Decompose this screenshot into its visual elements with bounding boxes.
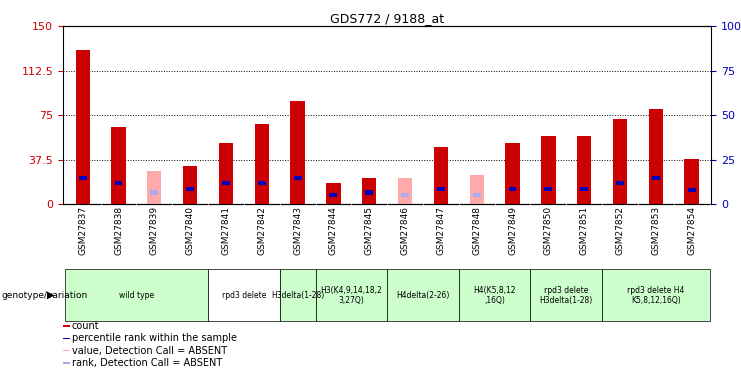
Bar xyxy=(63,362,70,364)
Bar xyxy=(258,181,266,185)
Text: GSM27846: GSM27846 xyxy=(401,206,410,255)
FancyBboxPatch shape xyxy=(208,269,279,321)
Text: GSM27839: GSM27839 xyxy=(150,206,159,255)
Text: count: count xyxy=(72,321,99,331)
Bar xyxy=(613,119,627,204)
FancyBboxPatch shape xyxy=(316,269,387,321)
Bar xyxy=(290,101,305,204)
Bar xyxy=(147,171,162,204)
Text: value, Detection Call = ABSENT: value, Detection Call = ABSENT xyxy=(72,346,227,355)
Bar xyxy=(362,178,376,204)
Bar xyxy=(577,135,591,204)
Text: GSM27848: GSM27848 xyxy=(472,206,481,255)
Text: H4delta(2-26): H4delta(2-26) xyxy=(396,291,450,300)
Bar xyxy=(545,187,552,191)
Bar xyxy=(365,190,373,195)
Text: GSM27837: GSM27837 xyxy=(79,206,87,255)
Text: GSM27847: GSM27847 xyxy=(436,206,445,255)
Bar xyxy=(648,110,663,204)
Bar xyxy=(326,183,341,204)
Text: GSM27845: GSM27845 xyxy=(365,206,373,255)
Title: GDS772 / 9188_at: GDS772 / 9188_at xyxy=(330,12,445,25)
Bar xyxy=(685,159,699,204)
Bar xyxy=(505,142,519,204)
Bar xyxy=(470,175,484,204)
FancyBboxPatch shape xyxy=(279,269,316,321)
Bar xyxy=(111,127,126,204)
Text: GSM27838: GSM27838 xyxy=(114,206,123,255)
Text: H3(K4,9,14,18,2
3,27Q): H3(K4,9,14,18,2 3,27Q) xyxy=(320,286,382,305)
Text: rpd3 delete
H3delta(1-28): rpd3 delete H3delta(1-28) xyxy=(539,286,593,305)
Bar xyxy=(63,338,70,339)
FancyBboxPatch shape xyxy=(531,269,602,321)
Text: GSM27854: GSM27854 xyxy=(687,206,696,255)
Text: GSM27841: GSM27841 xyxy=(222,206,230,255)
Text: rpd3 delete: rpd3 delete xyxy=(222,291,266,300)
Bar xyxy=(63,326,70,327)
Text: GSM27842: GSM27842 xyxy=(257,206,266,255)
Bar xyxy=(186,187,194,191)
Bar xyxy=(508,187,516,191)
Bar xyxy=(616,181,624,185)
FancyBboxPatch shape xyxy=(602,269,710,321)
Text: GSM27850: GSM27850 xyxy=(544,206,553,255)
FancyBboxPatch shape xyxy=(64,269,208,321)
Text: GSM27840: GSM27840 xyxy=(186,206,195,255)
Bar xyxy=(255,124,269,204)
Bar xyxy=(330,193,337,197)
Text: H3delta(1-28): H3delta(1-28) xyxy=(271,291,325,300)
Bar xyxy=(63,350,70,351)
Bar xyxy=(79,176,87,180)
FancyBboxPatch shape xyxy=(459,269,531,321)
Bar xyxy=(688,188,696,192)
Bar xyxy=(150,190,159,195)
Text: GSM27849: GSM27849 xyxy=(508,206,517,255)
Text: GSM27852: GSM27852 xyxy=(616,206,625,255)
Text: GSM27843: GSM27843 xyxy=(293,206,302,255)
Text: H4(K5,8,12
,16Q): H4(K5,8,12 ,16Q) xyxy=(473,286,516,305)
Bar xyxy=(115,181,122,185)
Bar xyxy=(433,147,448,204)
Text: GSM27844: GSM27844 xyxy=(329,206,338,255)
Bar xyxy=(293,176,302,180)
Bar xyxy=(219,142,233,204)
Text: GSM27853: GSM27853 xyxy=(651,206,660,255)
Text: GSM27851: GSM27851 xyxy=(579,206,588,255)
FancyBboxPatch shape xyxy=(387,269,459,321)
Text: wild type: wild type xyxy=(119,291,154,300)
Bar xyxy=(76,50,90,204)
Text: ▶: ▶ xyxy=(47,290,55,300)
Text: percentile rank within the sample: percentile rank within the sample xyxy=(72,333,236,344)
Bar xyxy=(437,187,445,191)
Bar xyxy=(222,181,230,185)
Bar xyxy=(183,166,197,204)
Bar xyxy=(401,193,409,197)
Bar xyxy=(541,135,556,204)
Bar xyxy=(580,187,588,191)
Text: rpd3 delete H4
K5,8,12,16Q): rpd3 delete H4 K5,8,12,16Q) xyxy=(627,286,685,305)
Bar xyxy=(652,176,659,180)
Bar xyxy=(398,178,412,204)
Text: genotype/variation: genotype/variation xyxy=(1,291,87,300)
Bar xyxy=(473,193,481,197)
Text: rank, Detection Call = ABSENT: rank, Detection Call = ABSENT xyxy=(72,358,222,368)
